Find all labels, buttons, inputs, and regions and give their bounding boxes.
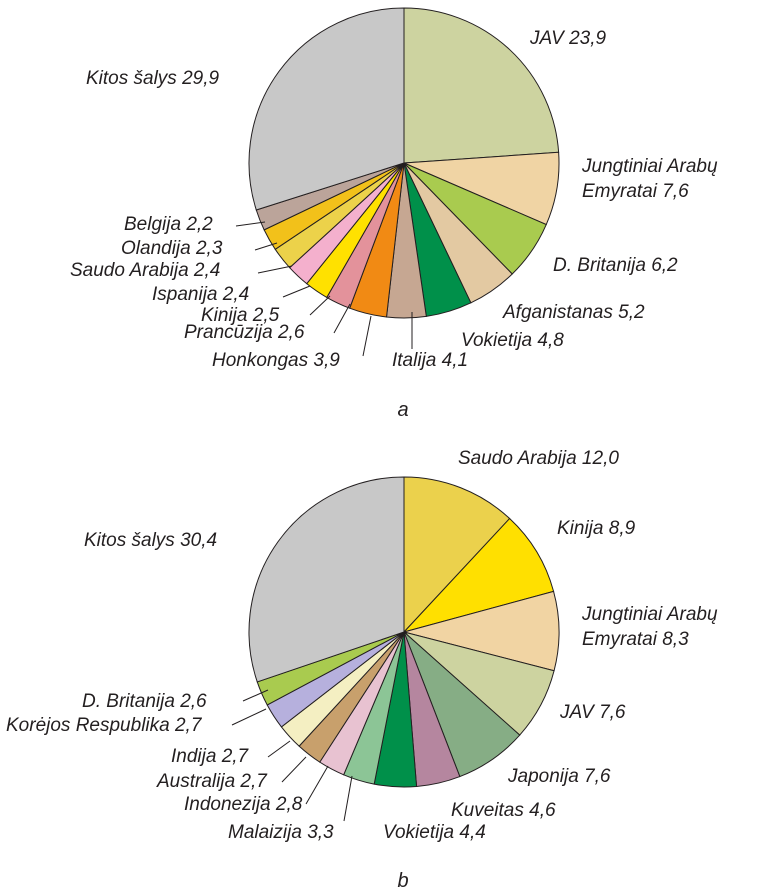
slice-label-korejos-respublika-2-7: Korėjos Respublika 2,7 xyxy=(6,715,203,736)
slice-label-olandija-2-3: Olandija 2,3 xyxy=(121,238,223,259)
slice-label-jungtiniai-arabu-emyratai-7-6: Jungtiniai Arabų Emyratai 7,6 xyxy=(581,156,718,202)
slice-label-kitos-salys-30-4: Kitos šalys 30,4 xyxy=(84,530,217,551)
slice-label-kinija-2-5: Kinija 2,5 xyxy=(201,305,280,326)
slice-label-belgija-2-2: Belgija 2,2 xyxy=(124,214,213,235)
slice-label-kinija-8-9: Kinija 8,9 xyxy=(557,518,636,539)
slice-label-d-britanija-6-2: D. Britanija 6,2 xyxy=(553,255,678,276)
slice-label-prancuzija-2-6: Prancūzija 2,6 xyxy=(184,322,305,343)
slice-label-honkongas-3-9: Honkongas 3,9 xyxy=(212,350,340,371)
slice-label-kuveitas-4-6: Kuveitas 4,6 xyxy=(451,800,556,821)
leader-line-prancuzija-2-6 xyxy=(333,303,351,334)
slice-label-italija-4-1: Italija 4,1 xyxy=(392,350,468,371)
pie-slice-kitos-salys-29-9 xyxy=(248,7,405,211)
leader-line-olandija-2-3 xyxy=(254,242,278,251)
slice-label-afganistanas-5-2: Afganistanas 5,2 xyxy=(502,302,645,323)
pie-chart-a: JAV 23,9 Jungtiniai Arabų Emyratai 7,6 D. B… xyxy=(70,7,718,371)
leader-line-australija-2-7 xyxy=(281,756,307,783)
slice-label-indonezija-2-8: Indonezija 2,8 xyxy=(184,794,303,815)
leader-line-d-britanija-2-6 xyxy=(242,689,269,702)
slice-label-saudo-arabija-2-4: Saudo Arabija 2,4 xyxy=(70,260,220,281)
slice-label-line: Jungtiniai Arabų xyxy=(581,156,718,177)
slice-label-jav-23-9: JAV 23,9 xyxy=(529,28,606,49)
slice-label-line: Jungtiniai Arabų xyxy=(581,604,718,625)
leader-line-saudo-arabija-2-4 xyxy=(257,265,293,274)
caption-b: b xyxy=(397,870,408,892)
slice-label-indija-2-7: Indija 2,7 xyxy=(171,746,250,767)
leader-line-indija-2-7 xyxy=(267,740,291,758)
slice-label-jungtiniai-arabu-emyratai-8-3: Jungtiniai Arabų Emyratai 8,3 xyxy=(581,604,718,650)
pie-slice-jav-23-9 xyxy=(403,7,560,164)
leader-line-belgija-2-2 xyxy=(235,221,266,227)
leader-line-indonezija-2-8 xyxy=(305,765,329,805)
slice-label-kitos-salys-29-9: Kitos šalys 29,9 xyxy=(86,68,219,89)
slice-label-ispanija-2-4: Ispanija 2,4 xyxy=(152,284,249,305)
pie-slice-kinija-8-9 xyxy=(402,517,555,633)
slice-label-saudo-arabija-12-0: Saudo Arabija 12,0 xyxy=(458,448,619,469)
slice-label-jav-7-6: JAV 7,6 xyxy=(559,702,626,723)
leader-line-kinija-2-5 xyxy=(309,295,331,316)
leader-line-korejos-respublika-2-7 xyxy=(231,708,267,726)
slice-label-line: Emyratai 7,6 xyxy=(582,181,689,202)
slice-label-malaizija-3-3: Malaizija 3,3 xyxy=(228,822,334,843)
slice-label-vokietija-4-8: Vokietija 4,8 xyxy=(461,330,564,351)
slice-label-line: Emyratai 8,3 xyxy=(582,629,689,650)
slice-label-d-britanija-2-6: D. Britanija 2,6 xyxy=(82,691,207,712)
caption-a: a xyxy=(397,399,408,421)
slice-label-japonija-7-6: Japonija 7,6 xyxy=(507,766,611,787)
leader-line-honkongas-3-9 xyxy=(362,315,372,357)
slice-label-vokietija-4-4: Vokietija 4,4 xyxy=(383,822,486,843)
pie-slice-kitos-salys-30-4 xyxy=(248,476,405,683)
pie-chart-b: Saudo Arabija 12,0 Kinija 8,9 Jungtiniai A… xyxy=(6,448,718,843)
pie-slice-saudo-arabija-12-0 xyxy=(403,476,511,634)
leader-line-malaizija-3-3 xyxy=(343,775,353,822)
slice-label-australija-2-7: Australija 2,7 xyxy=(156,771,268,792)
leader-line-ispanija-2-4 xyxy=(282,285,311,298)
